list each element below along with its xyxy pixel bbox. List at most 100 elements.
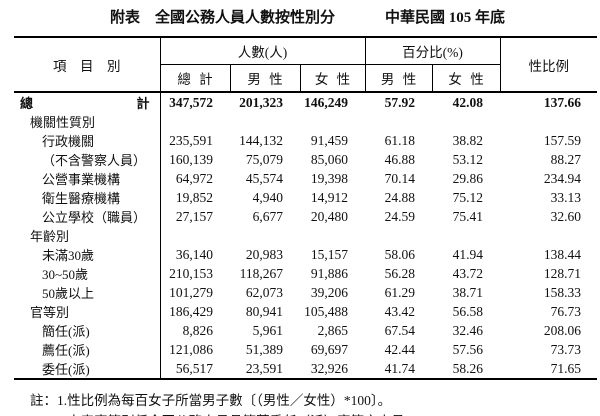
cell-male: 201,323 xyxy=(239,94,283,110)
cell-total: 121,086 xyxy=(169,341,213,357)
header-total: 總 計 xyxy=(160,64,231,92)
cell-male xyxy=(230,226,300,245)
cell-female: 39,206 xyxy=(310,284,349,300)
cell-total: 160,139 xyxy=(169,151,213,167)
row-label: 50歲以上 xyxy=(14,283,161,302)
cell-male-pct: 41.74 xyxy=(384,360,416,376)
row-label: 委任(派) xyxy=(14,359,161,379)
table-row: 未滿30歲 36,140 20,983 15,157 58.06 41.94 1… xyxy=(14,245,597,264)
footnote-1: 註： 1.性比例為每百女子所當男子數〔（男性／女性）*100〕。 xyxy=(30,388,600,409)
table-row: 行政機關 235,591 144,132 91,459 61.18 38.82 … xyxy=(14,131,597,150)
cell-male: 4,940 xyxy=(252,189,283,205)
cell-sex-ratio: 234.94 xyxy=(543,170,582,186)
cell-female-pct: 75.41 xyxy=(452,208,484,224)
cell-sex-ratio: 71.65 xyxy=(550,360,582,376)
cell-female: 91,459 xyxy=(310,132,349,148)
statistics-table: 項 目 別 人數(人) 百分比(%) 性比例 總 計 男 性 女 性 男 性 女… xyxy=(14,36,598,380)
cell-female: 15,157 xyxy=(310,246,349,262)
footnotes: 註： 1.性比例為每百女子所當男子數〔（男性／女性）*100〕。 2.本表官等別… xyxy=(30,388,600,416)
table-header: 項 目 別 人數(人) 百分比(%) 性比例 總 計 男 性 女 性 男 性 女… xyxy=(14,37,598,92)
cell-female-pct: 32.46 xyxy=(452,322,484,338)
cell-female-pct: 57.56 xyxy=(452,341,484,357)
cell-total: 27,157 xyxy=(175,208,213,224)
cell-female-pct: 42.08 xyxy=(452,94,484,110)
header-count-group: 人數(人) xyxy=(160,37,366,65)
header-percent-group: 百分比(%) xyxy=(365,37,501,65)
cell-male: 62,073 xyxy=(245,284,283,300)
cell-female: 91,886 xyxy=(310,265,349,281)
cell-female xyxy=(300,226,365,245)
cell-male xyxy=(230,112,300,131)
table-row-grand-total: 總 計 347,572 201,323 146,249 57.92 42.08 … xyxy=(14,92,597,112)
row-label: 年齡別 xyxy=(14,226,161,245)
cell-sex-ratio: 158.33 xyxy=(543,284,582,300)
cell-female: 2,865 xyxy=(317,322,349,338)
table-row: 官等別 186,429 80,941 105,488 43.42 56.58 7… xyxy=(14,302,597,321)
cell-total xyxy=(160,226,230,245)
cell-male-pct: 56.28 xyxy=(384,265,416,281)
cell-female: 14,912 xyxy=(310,189,349,205)
cell-male-pct: 46.88 xyxy=(384,151,416,167)
cell-female-pct xyxy=(432,112,500,131)
cell-male: 5,961 xyxy=(252,322,283,338)
cell-sex-ratio: 157.59 xyxy=(543,132,582,148)
row-label: 官等別 xyxy=(14,302,161,321)
page-title: 附表 全國公務人員人數按性別分 中華民國 105 年底 xyxy=(110,6,505,27)
grand-total-label-right: 計 xyxy=(136,96,150,111)
cell-total: 56,517 xyxy=(175,360,213,376)
cell-female: 69,697 xyxy=(310,341,349,357)
cell-male: 118,267 xyxy=(239,265,283,281)
table-row: 50歲以上 101,279 62,073 39,206 61.29 38.71 … xyxy=(14,283,597,302)
cell-male-pct: 61.18 xyxy=(384,132,416,148)
cell-sex-ratio: 208.06 xyxy=(543,322,582,338)
header-male-count: 男 性 xyxy=(230,64,301,92)
cell-female-pct: 43.72 xyxy=(452,265,484,281)
cell-female-pct: 75.12 xyxy=(452,189,484,205)
title-period: 中華民國 105 年底 xyxy=(384,10,505,26)
cell-male: 144,132 xyxy=(239,132,283,148)
cell-female-pct: 29.86 xyxy=(452,170,484,186)
cell-male: 51,389 xyxy=(245,341,283,357)
cell-male-pct: 43.42 xyxy=(384,303,416,319)
cell-sex-ratio xyxy=(500,226,597,245)
table-row: 公營事業機構 64,972 45,574 19,398 70.14 29.86 … xyxy=(14,169,597,188)
header-sex-ratio: 性比例 xyxy=(528,58,570,74)
cell-sex-ratio: 33.13 xyxy=(550,189,582,205)
table-row: 30~50歲 210,153 118,267 91,886 56.28 43.7… xyxy=(14,264,597,283)
cell-male: 6,677 xyxy=(252,208,283,224)
cell-female xyxy=(300,112,365,131)
title-prefix: 附表 xyxy=(110,10,141,26)
cell-male-pct: 24.88 xyxy=(384,189,416,205)
cell-total: 210,153 xyxy=(169,265,213,281)
row-label: 衛生醫療機構 xyxy=(14,188,161,207)
cell-total: 19,852 xyxy=(175,189,213,205)
footnote-marker: 註： xyxy=(30,392,57,408)
cell-male-pct xyxy=(365,112,432,131)
row-label: 30~50歲 xyxy=(14,264,161,283)
cell-male-pct: 61.29 xyxy=(384,284,416,300)
cell-male-pct: 57.92 xyxy=(384,94,416,110)
cell-total: 101,279 xyxy=(169,284,213,300)
cell-male: 20,983 xyxy=(245,246,283,262)
cell-total: 235,591 xyxy=(169,132,213,148)
row-label: 未滿30歲 xyxy=(14,245,161,264)
row-label: 行政機關 xyxy=(14,131,161,150)
cell-total: 347,572 xyxy=(169,94,213,110)
cell-female: 19,398 xyxy=(310,170,349,186)
cell-total: 36,140 xyxy=(175,246,213,262)
row-label: 機關性質別 xyxy=(14,112,161,131)
cell-total: 8,826 xyxy=(182,322,213,338)
cell-sex-ratio: 88.27 xyxy=(550,151,582,167)
cell-male: 80,941 xyxy=(245,303,283,319)
footnote-2-text: 2.本表官等別係全國公務人員具簡薦委任（派）官等之人員。 xyxy=(57,410,418,416)
table-row: 機關性質別 xyxy=(14,112,597,131)
cell-female: 85,060 xyxy=(310,151,349,167)
cell-female-pct: 56.58 xyxy=(452,303,484,319)
cell-male-pct: 70.14 xyxy=(384,170,416,186)
cell-male-pct: 42.44 xyxy=(384,341,416,357)
cell-female-pct xyxy=(432,226,500,245)
cell-male-pct: 24.59 xyxy=(384,208,416,224)
row-label: 公營事業機構 xyxy=(14,169,161,188)
cell-female-pct: 53.12 xyxy=(452,151,484,167)
